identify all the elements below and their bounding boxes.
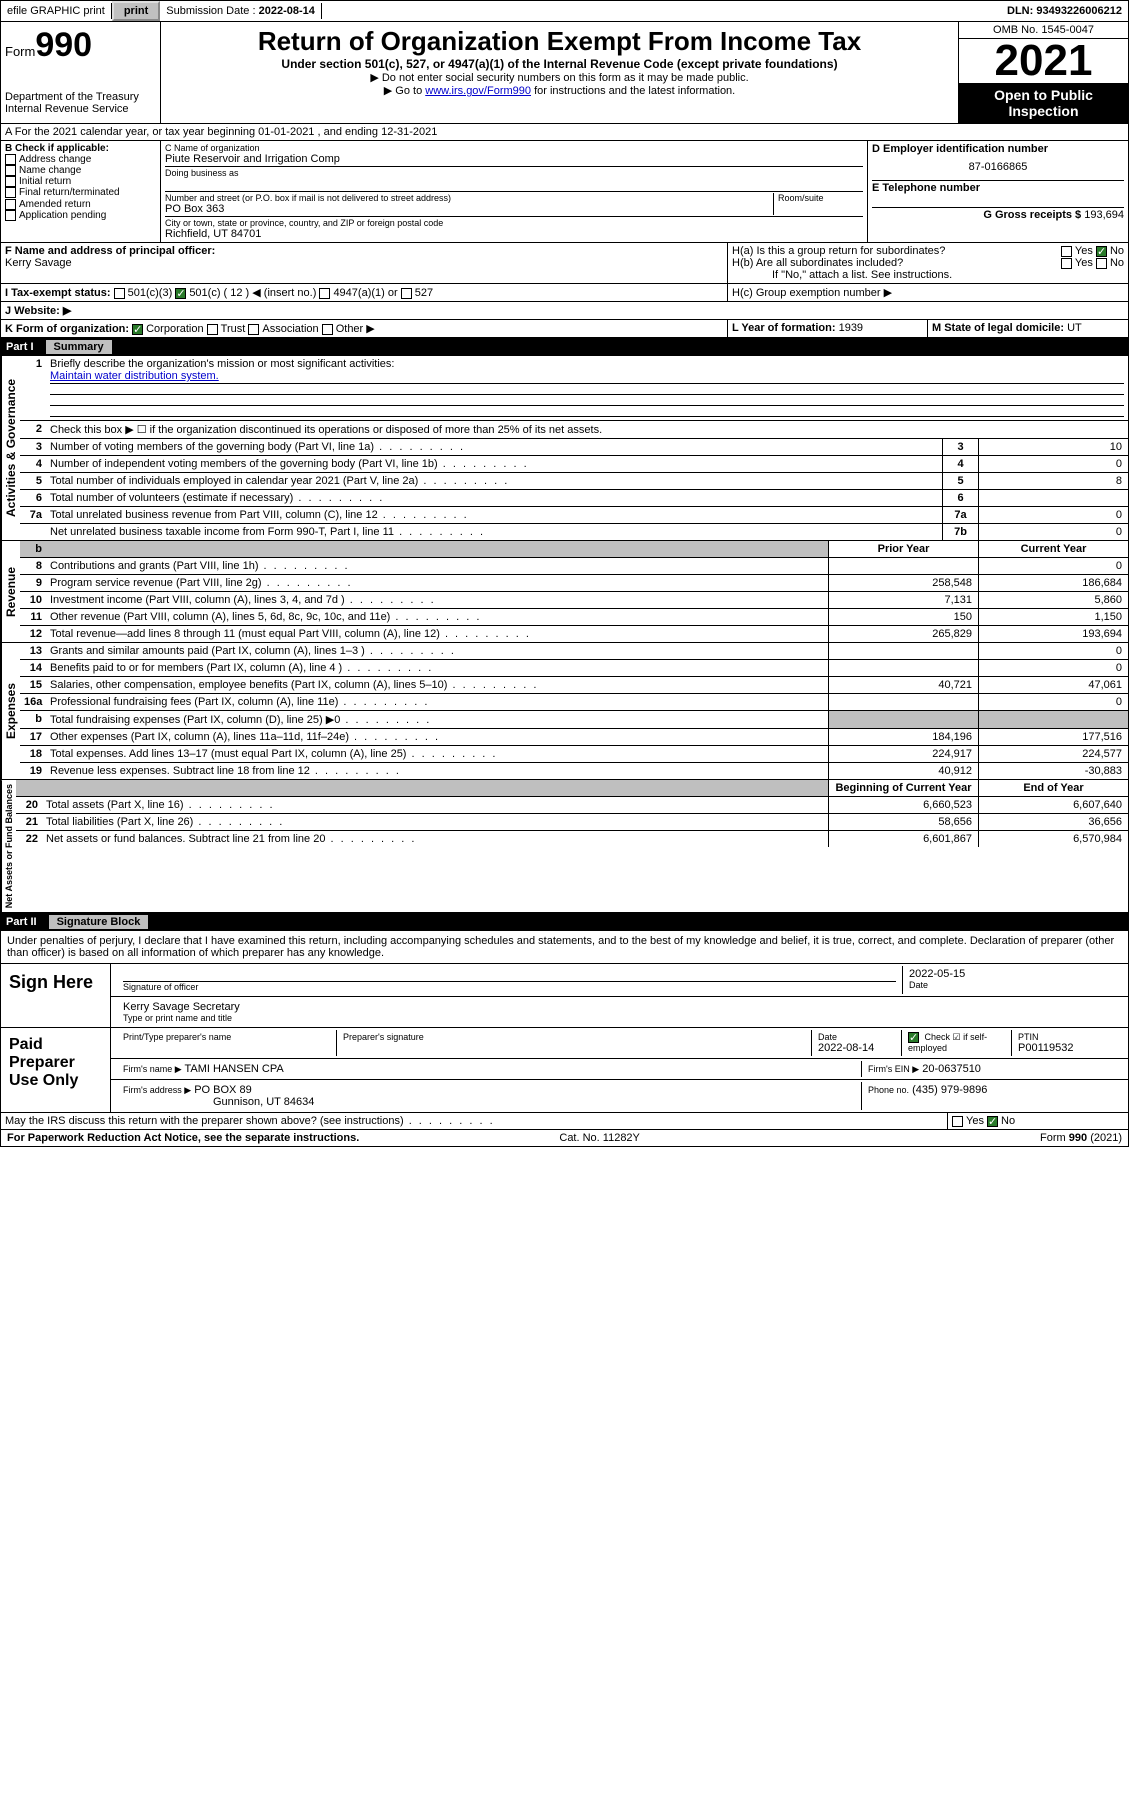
ptin: P00119532 (1018, 1042, 1116, 1054)
vlabel-net: Net Assets or Fund Balances (1, 780, 16, 912)
group-exemption: H(c) Group exemption number ▶ (728, 284, 1128, 301)
summary-line: 7aTotal unrelated business revenue from … (20, 507, 1128, 524)
sig-date: 2022-05-15 (909, 968, 1116, 980)
expense-line: 16aProfessional fundraising fees (Part I… (20, 694, 1128, 711)
activities-governance: Activities & Governance 1Briefly describ… (0, 356, 1129, 541)
expense-line: bTotal fundraising expenses (Part IX, co… (20, 711, 1128, 729)
header-left: Form990 Department of the Treasury Inter… (1, 22, 161, 123)
paid-preparer-label: Paid Preparer Use Only (1, 1028, 111, 1112)
col-c: C Name of organization Piute Reservoir a… (161, 141, 868, 242)
header-mid: Return of Organization Exempt From Incom… (161, 22, 958, 123)
form-header: Form990 Department of the Treasury Inter… (0, 22, 1129, 124)
topbar: efile GRAPHIC print print Submission Dat… (0, 0, 1129, 22)
summary-line: Net unrelated business taxable income fr… (20, 524, 1128, 540)
revenue-line: 11Other revenue (Part VIII, column (A), … (20, 609, 1128, 626)
form990-link[interactable]: www.irs.gov/Form990 (425, 85, 531, 97)
footer-left: For Paperwork Reduction Act Notice, see … (7, 1132, 359, 1144)
k-row: K Form of organization: Corporation Trus… (0, 320, 1129, 338)
expense-line: 19Revenue less expenses. Subtract line 1… (20, 763, 1128, 779)
col-b: B Check if applicable: Address changeNam… (1, 141, 161, 242)
checkbox-item[interactable]: Final return/terminated (5, 187, 156, 198)
checkbox-item[interactable]: Application pending (5, 210, 156, 221)
expense-line: 13Grants and similar amounts paid (Part … (20, 643, 1128, 660)
tax-year: 2021 (959, 39, 1128, 83)
print-button[interactable]: print (112, 1, 160, 21)
checkbox-item[interactable]: Amended return (5, 199, 156, 210)
expense-line: 15Salaries, other compensation, employee… (20, 677, 1128, 694)
checkbox-item[interactable]: Initial return (5, 176, 156, 187)
discuss-row: May the IRS discuss this return with the… (0, 1113, 1129, 1130)
summary-line: 6Total number of volunteers (estimate if… (20, 490, 1128, 507)
vlabel-activities: Activities & Governance (1, 356, 20, 540)
revenue-line: 10Investment income (Part VIII, column (… (20, 592, 1128, 609)
summary-line: 3Number of voting members of the governi… (20, 439, 1128, 456)
vlabel-revenue: Revenue (1, 541, 20, 642)
net-assets-section: Net Assets or Fund Balances Beginning of… (0, 780, 1129, 913)
room-suite: Room/suite (773, 193, 863, 215)
expenses-section: Expenses 13Grants and similar amounts pa… (0, 643, 1129, 780)
form-title: Return of Organization Exempt From Incom… (165, 26, 954, 57)
summary-line: 5Total number of individuals employed in… (20, 473, 1128, 490)
org-info-row: B Check if applicable: Address changeNam… (0, 141, 1129, 243)
header-right: OMB No. 1545-0047 2021 Open to Public In… (958, 22, 1128, 123)
sign-here-label: Sign Here (1, 964, 111, 1027)
page-footer: For Paperwork Reduction Act Notice, see … (0, 1130, 1129, 1147)
officer-name: Kerry Savage Secretary (123, 1001, 1116, 1013)
part2-header: Part II Signature Block (0, 913, 1129, 931)
net-line: 20Total assets (Part X, line 16)6,660,52… (16, 797, 1128, 814)
org-city: Richfield, UT 84701 (165, 228, 863, 240)
checkbox-item[interactable]: Name change (5, 165, 156, 176)
goto-link: ▶ Go to www.irs.gov/Form990 for instruct… (165, 84, 954, 97)
open-public: Open to Public Inspection (959, 83, 1128, 123)
summary-line: 4Number of independent voting members of… (20, 456, 1128, 473)
f-h-row: F Name and address of principal officer:… (0, 243, 1129, 284)
penalty-statement: Under penalties of perjury, I declare th… (0, 931, 1129, 964)
revenue-section: Revenue bPrior YearCurrent Year 8Contrib… (0, 541, 1129, 643)
ssn-warning: ▶ Do not enter social security numbers o… (165, 71, 954, 84)
mission-link[interactable]: Maintain water distribution system. (50, 370, 219, 382)
expense-line: 14Benefits paid to or for members (Part … (20, 660, 1128, 677)
paid-preparer-row: Paid Preparer Use Only Print/Type prepar… (0, 1028, 1129, 1113)
cat-no: Cat. No. 11282Y (559, 1132, 640, 1144)
efile-label: efile GRAPHIC print (1, 3, 112, 19)
state-domicile: UT (1067, 322, 1082, 334)
dept-label: Department of the Treasury (5, 91, 156, 103)
expense-line: 17Other expenses (Part IX, column (A), l… (20, 729, 1128, 746)
revenue-line: 9Program service revenue (Part VIII, lin… (20, 575, 1128, 592)
firm-name: TAMI HANSEN CPA (185, 1063, 284, 1075)
checkbox-item[interactable]: Address change (5, 154, 156, 165)
submission-label: Submission Date : 2022-08-14 (160, 3, 322, 19)
expense-line: 18Total expenses. Add lines 13–17 (must … (20, 746, 1128, 763)
col-de: D Employer identification number 87-0166… (868, 141, 1128, 242)
principal-officer: Kerry Savage (5, 257, 72, 269)
gross-receipts: 193,694 (1084, 209, 1124, 221)
j-row: J Website: ▶ (0, 302, 1129, 320)
irs-label: Internal Revenue Service (5, 103, 156, 115)
revenue-line: 8Contributions and grants (Part VIII, li… (20, 558, 1128, 575)
net-line: 21Total liabilities (Part X, line 26)58,… (16, 814, 1128, 831)
firm-ein: 20-0637510 (922, 1063, 981, 1075)
i-row: I Tax-exempt status: 501(c)(3) 501(c) ( … (0, 284, 1129, 302)
revenue-line: 12Total revenue—add lines 8 through 11 (… (20, 626, 1128, 642)
org-name: Piute Reservoir and Irrigation Comp (165, 153, 863, 165)
vlabel-expenses: Expenses (1, 643, 20, 779)
ein: 87-0166865 (872, 155, 1124, 179)
year-formation: 1939 (839, 322, 863, 334)
org-street: PO Box 363 (165, 203, 773, 215)
sign-here-row: Sign Here Signature of officer 2022-05-1… (0, 964, 1129, 1028)
form-subtitle: Under section 501(c), 527, or 4947(a)(1)… (165, 57, 954, 71)
section-a: A For the 2021 calendar year, or tax yea… (0, 124, 1129, 141)
part1-header: Part I Summary (0, 338, 1129, 356)
firm-phone: (435) 979-9896 (912, 1084, 987, 1096)
net-line: 22Net assets or fund balances. Subtract … (16, 831, 1128, 847)
dln: DLN: 93493226006212 (1001, 3, 1128, 19)
